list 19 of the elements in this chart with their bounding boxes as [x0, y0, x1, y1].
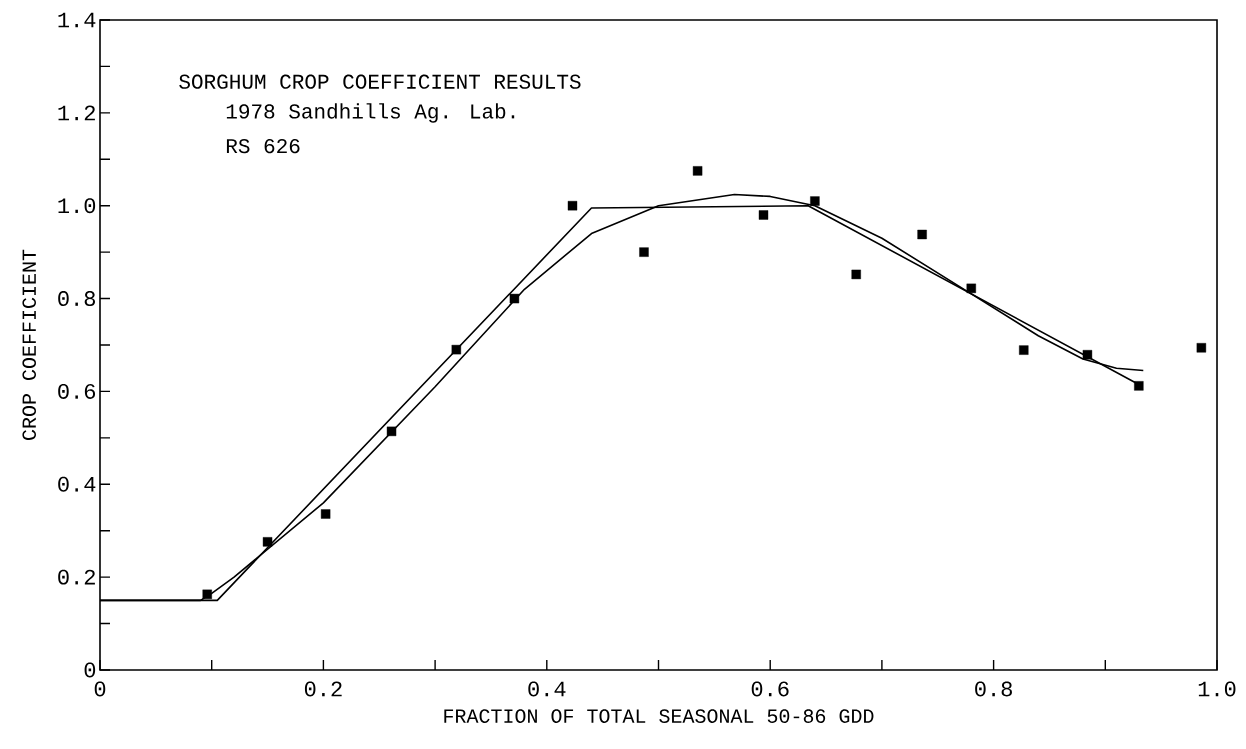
annotation: RS 626 [226, 138, 300, 154]
y-axis-title: CROP COEFFICIENT [22, 249, 36, 440]
x-tick-label: 0.8 [975, 681, 1012, 697]
text: 1978 Sandhills Ag. Lab. [226, 103, 515, 123]
y-tick-label: 0.4 [58, 476, 96, 492]
x-tick-label: 0.4 [528, 681, 566, 697]
y-tick-label: 1.0 [58, 198, 96, 214]
x-tick-label: 0 [94, 681, 106, 697]
y-tick-label: 0 [84, 662, 96, 678]
x-axis-title: FRACTION OF TOTAL SEASONAL 50-86 GDD [444, 709, 874, 723]
x-tick-label: 0.2 [304, 681, 342, 697]
x-tick-label: 0.6 [751, 681, 789, 697]
text: SORGHUM CROP COEFFICIENT RESULTS [179, 74, 581, 89]
y-tick-label: 1.2 [58, 105, 95, 121]
y-tick-label: 1.4 [58, 12, 96, 28]
x-tick-label: 1.0 [1198, 681, 1236, 697]
y-tick-label: 0.8 [58, 291, 96, 307]
y-tick-label: 0.6 [58, 383, 96, 399]
y-tick-label: 0.2 [58, 569, 95, 585]
